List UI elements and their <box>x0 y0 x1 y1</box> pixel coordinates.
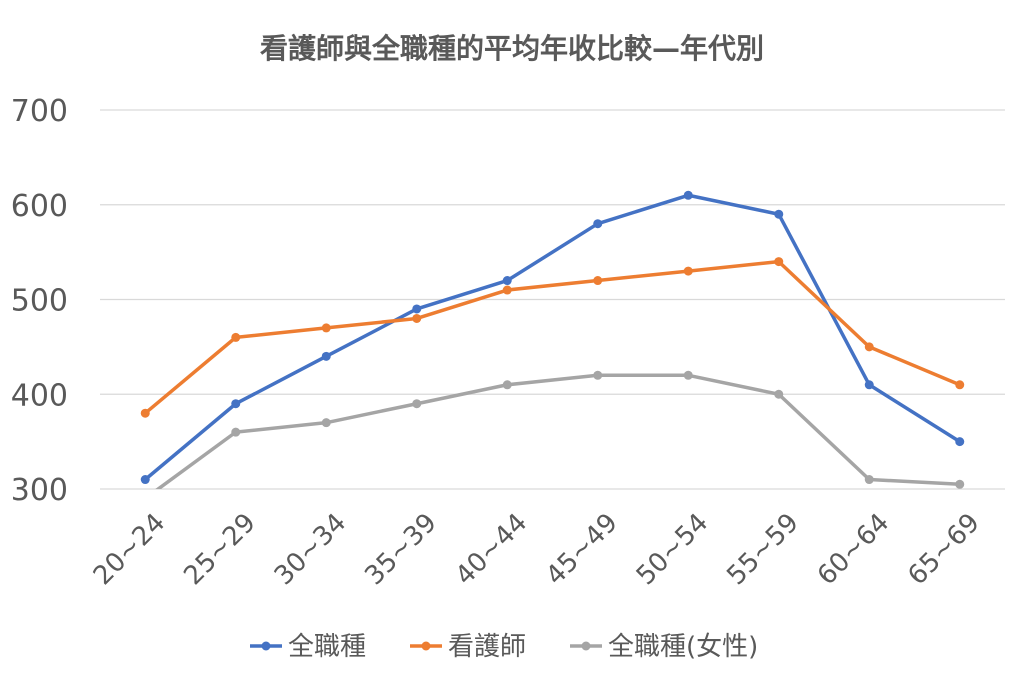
data-point <box>683 190 693 200</box>
x-tick-label: 65~69 <box>902 508 985 591</box>
data-point <box>774 257 784 267</box>
data-point <box>593 370 603 380</box>
data-point <box>231 399 241 409</box>
chart-title: 看護師與全職種的平均年收比較—年代別 <box>260 32 764 65</box>
data-point <box>502 285 512 295</box>
data-point <box>683 370 693 380</box>
x-tick-label: 60~64 <box>812 508 895 591</box>
x-tick-label: 35~39 <box>359 508 442 591</box>
data-point <box>321 351 331 361</box>
data-point <box>141 494 150 503</box>
data-point <box>412 399 422 409</box>
y-tick-label: 400 <box>11 378 68 413</box>
legend-marker <box>581 641 591 651</box>
x-tick-label: 20~24 <box>88 508 171 591</box>
data-point <box>140 408 150 418</box>
legend-marker <box>421 641 431 651</box>
legend-marker <box>261 641 271 651</box>
data-point <box>955 479 965 489</box>
series-line <box>155 373 960 489</box>
data-point <box>955 437 965 447</box>
data-point <box>955 380 965 390</box>
x-tick-label: 55~59 <box>721 508 804 591</box>
y-tick-label: 500 <box>11 284 68 319</box>
series-line <box>144 193 961 481</box>
data-point <box>864 380 874 390</box>
data-point <box>231 427 241 437</box>
data-point <box>864 342 874 352</box>
y-tick-label: 600 <box>11 189 68 224</box>
data-point <box>774 389 784 399</box>
data-point <box>140 475 150 485</box>
legend-label: 全職種 <box>288 632 366 662</box>
data-point <box>774 209 784 219</box>
y-tick-label: 300 <box>11 473 68 508</box>
x-tick-label: 30~34 <box>269 508 352 591</box>
data-point <box>321 418 331 428</box>
data-point <box>593 276 603 286</box>
x-tick-label: 50~54 <box>631 508 714 591</box>
data-point <box>412 313 422 323</box>
data-point <box>231 332 241 342</box>
x-tick-label: 40~44 <box>450 508 533 591</box>
data-point <box>502 380 512 390</box>
series-line <box>144 259 961 415</box>
x-tick-label: 25~29 <box>178 508 261 591</box>
data-point <box>864 475 874 485</box>
x-tick-label: 45~49 <box>540 508 623 591</box>
y-tick-label: 700 <box>11 94 68 129</box>
data-point <box>412 304 422 314</box>
legend-label: 全職種(女性) <box>608 632 758 662</box>
data-point <box>502 276 512 286</box>
data-point <box>683 266 693 276</box>
data-point <box>321 323 331 333</box>
data-point <box>593 219 603 229</box>
legend-label: 看護師 <box>448 632 526 662</box>
